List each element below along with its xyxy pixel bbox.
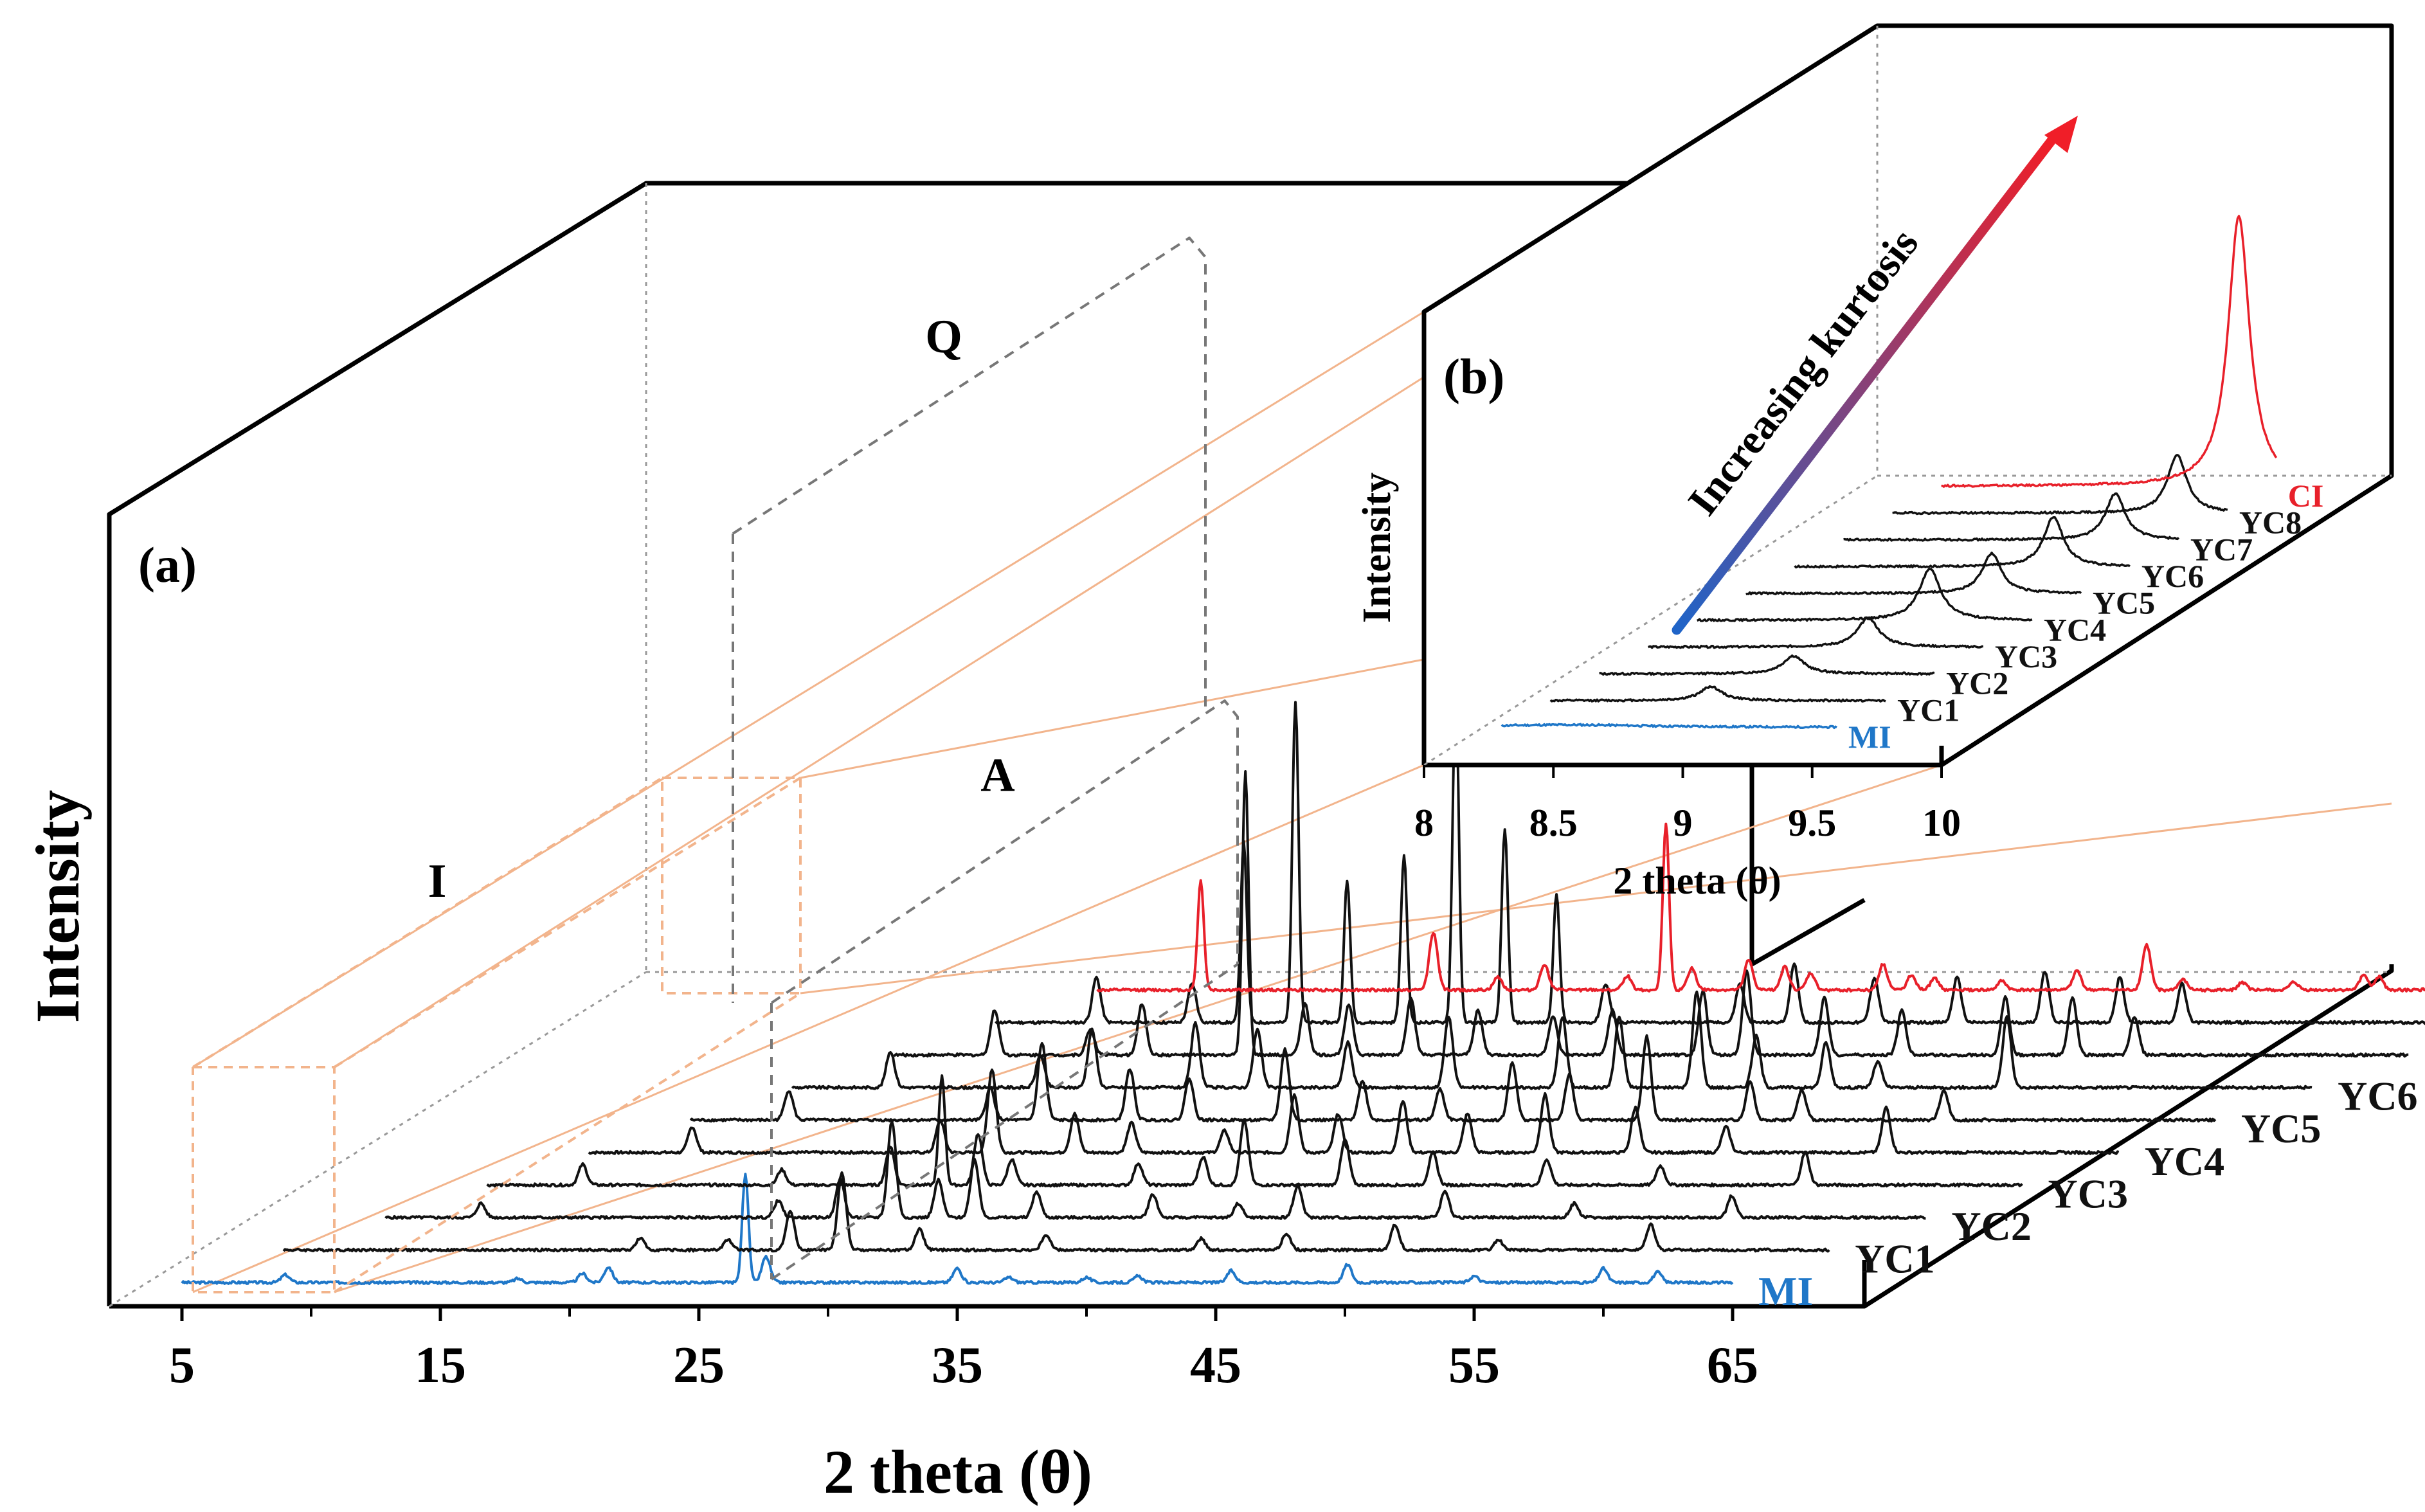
b-series-label-yc1: YC1 bbox=[1897, 692, 1960, 728]
x-tick-label: 65 bbox=[1707, 1337, 1758, 1394]
b-x-tick-label: 10 bbox=[1922, 802, 1961, 844]
series-line-yc7 bbox=[893, 770, 2409, 1058]
panel-a-label: (a) bbox=[138, 537, 197, 593]
b-series-line-yc2 bbox=[1598, 654, 1935, 676]
panel-b-y-axis-label: Intensity bbox=[1355, 473, 1399, 623]
b-series-line-yc6 bbox=[1794, 516, 2131, 569]
panel-b-x-axis: 8 8.5 9 9.5 10 bbox=[1414, 765, 1961, 844]
series-label-yc2: YC2 bbox=[1951, 1203, 2031, 1249]
b-series-label-mi: MI bbox=[1848, 719, 1891, 755]
series-label-yc6: YC6 bbox=[2338, 1074, 2417, 1119]
series-line-mi bbox=[181, 1173, 1734, 1285]
x-tick-label: 45 bbox=[1190, 1337, 1241, 1394]
panel-b-x-axis-label: 2 theta (θ) bbox=[1613, 860, 1781, 902]
b-x-tick-label: 8 bbox=[1414, 802, 1434, 844]
series-line-yc6 bbox=[791, 990, 2312, 1090]
panel-b-backdrop bbox=[1424, 26, 2392, 765]
guide-line-3 bbox=[192, 764, 1425, 1293]
series-label-yc3: YC3 bbox=[2048, 1171, 2128, 1216]
kurtosis-arrow-head bbox=[2044, 116, 2078, 153]
b-x-tick-label: 8.5 bbox=[1529, 802, 1578, 844]
x-tick-label: 35 bbox=[932, 1337, 983, 1394]
zoom-box-front bbox=[192, 1066, 336, 1293]
b-series-label-yc8: YC8 bbox=[2239, 505, 2302, 541]
frame-top-outline bbox=[107, 181, 1866, 1306]
b-series-label-yc6: YC6 bbox=[2141, 558, 2204, 594]
kurtosis-arrow bbox=[1672, 136, 2056, 635]
b-series-label-yc3: YC3 bbox=[1995, 638, 2057, 674]
panel-b-label: (b) bbox=[1443, 348, 1504, 404]
series-line-yc5 bbox=[689, 1034, 2217, 1123]
b-series-line-yc7 bbox=[1843, 492, 2180, 542]
b-series-label-yc2: YC2 bbox=[1946, 665, 2008, 701]
b-series-label-ci: CI bbox=[2288, 478, 2324, 514]
region-boxes bbox=[192, 237, 1239, 1293]
region-q-outline bbox=[732, 237, 1207, 707]
b-series-line-mi bbox=[1501, 723, 1837, 730]
b-series-line-yc5 bbox=[1745, 552, 2082, 596]
panel-b-3d-frame bbox=[1421, 23, 2394, 768]
panel-a-x-axis: 5 15 25 35 45 55 65 bbox=[169, 1306, 1758, 1394]
zoom-box-edge-3 bbox=[333, 992, 802, 1293]
guide-line-1 bbox=[192, 310, 1425, 1068]
b-x-tick-label: 9.5 bbox=[1788, 802, 1836, 844]
region-a-outline bbox=[770, 699, 1239, 1004]
series-line-yc4 bbox=[588, 1068, 2120, 1155]
series-line-yc8 bbox=[995, 687, 2425, 1025]
b-series-line-yc3 bbox=[1648, 616, 1984, 649]
series-label-yc4: YC4 bbox=[2145, 1138, 2224, 1184]
b-series-label-yc5: YC5 bbox=[2093, 585, 2155, 621]
region-label-i: I bbox=[428, 855, 447, 908]
region-label-a: A bbox=[980, 749, 1014, 802]
zoom-box-edge-2 bbox=[333, 777, 802, 1068]
region-label-q: Q bbox=[925, 310, 962, 363]
x-tick-label: 5 bbox=[169, 1337, 195, 1394]
b-series-line-yc1 bbox=[1549, 685, 1886, 703]
zoom-box-back bbox=[661, 777, 802, 995]
x-tick-label: 15 bbox=[415, 1337, 466, 1394]
b-series-line-ci bbox=[1941, 215, 2278, 488]
panel-a-x-axis-label: 2 theta (θ) bbox=[824, 1437, 1092, 1506]
series-line-yc3 bbox=[486, 1074, 2023, 1188]
b-x-tick-label: 9 bbox=[1673, 802, 1693, 844]
region-a-bottom bbox=[770, 963, 1239, 1281]
series-label-yc5: YC5 bbox=[2241, 1106, 2321, 1151]
series-line-yc1 bbox=[282, 1171, 1830, 1253]
depth-edge-dotted bbox=[109, 971, 647, 1308]
guide-line-6 bbox=[800, 802, 2392, 995]
panel-a-y-axis-label: Intensity bbox=[23, 790, 92, 1023]
series-line-yc2 bbox=[384, 1120, 1926, 1220]
series-label-yc1: YC1 bbox=[1855, 1236, 1934, 1281]
series-line-ci bbox=[1096, 822, 2425, 993]
x-tick-label: 55 bbox=[1448, 1337, 1500, 1394]
b-series-line-yc4 bbox=[1697, 568, 2033, 622]
b-series-line-yc8 bbox=[1892, 453, 2228, 516]
b-series-label-yc7: YC7 bbox=[2190, 531, 2253, 567]
x-tick-label: 25 bbox=[673, 1337, 725, 1394]
panel-a-3d-frame bbox=[107, 181, 2394, 1309]
b-series-label-yc4: YC4 bbox=[2044, 611, 2106, 647]
series-label-mi: MI bbox=[1758, 1268, 1813, 1314]
